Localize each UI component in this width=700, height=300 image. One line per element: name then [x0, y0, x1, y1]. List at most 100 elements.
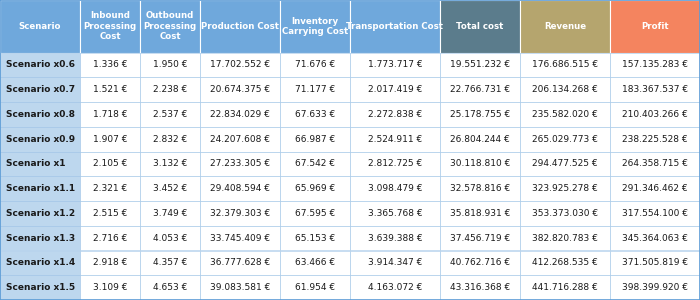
- Text: 3.749 €: 3.749 €: [153, 209, 187, 218]
- Bar: [350, 250, 440, 275]
- Text: 1.950 €: 1.950 €: [153, 60, 187, 69]
- Text: Total cost: Total cost: [456, 22, 504, 31]
- Text: 323.925.278 €: 323.925.278 €: [532, 184, 598, 193]
- Text: 371.505.819 €: 371.505.819 €: [622, 258, 688, 267]
- Bar: [440, 176, 520, 201]
- Text: 3.109 €: 3.109 €: [92, 283, 127, 292]
- Bar: [610, 52, 700, 77]
- Bar: [520, 226, 610, 250]
- Text: Transportation Cost: Transportation Cost: [346, 22, 444, 31]
- Text: 39.083.581 €: 39.083.581 €: [210, 283, 270, 292]
- Bar: [140, 127, 200, 152]
- Text: Scenario x1.1: Scenario x1.1: [6, 184, 75, 193]
- Text: 412.268.535 €: 412.268.535 €: [532, 258, 598, 267]
- Text: 30.118.810 €: 30.118.810 €: [450, 159, 510, 168]
- Bar: [0, 152, 80, 176]
- Text: 66.987 €: 66.987 €: [295, 135, 335, 144]
- Bar: [280, 0, 350, 52]
- Bar: [520, 275, 610, 300]
- Text: 61.954 €: 61.954 €: [295, 283, 335, 292]
- Text: 20.674.375 €: 20.674.375 €: [210, 85, 270, 94]
- Bar: [140, 201, 200, 226]
- Bar: [140, 250, 200, 275]
- Bar: [80, 102, 140, 127]
- Bar: [280, 275, 350, 300]
- Text: 29.408.594 €: 29.408.594 €: [210, 184, 270, 193]
- Text: Scenario x0.9: Scenario x0.9: [6, 135, 75, 144]
- Text: 63.466 €: 63.466 €: [295, 258, 335, 267]
- Text: 2.716 €: 2.716 €: [93, 234, 127, 243]
- Bar: [80, 250, 140, 275]
- Bar: [140, 275, 200, 300]
- Bar: [0, 176, 80, 201]
- Text: 2.537 €: 2.537 €: [153, 110, 187, 119]
- Text: Scenario x0.7: Scenario x0.7: [6, 85, 75, 94]
- Bar: [0, 77, 80, 102]
- Bar: [440, 250, 520, 275]
- Text: 345.364.063 €: 345.364.063 €: [622, 234, 688, 243]
- Bar: [200, 201, 280, 226]
- Text: 2.524.911 €: 2.524.911 €: [368, 135, 422, 144]
- Text: 37.456.719 €: 37.456.719 €: [450, 234, 510, 243]
- Text: 40.762.716 €: 40.762.716 €: [450, 258, 510, 267]
- Text: 2.272.838 €: 2.272.838 €: [368, 110, 422, 119]
- Bar: [610, 127, 700, 152]
- Bar: [520, 102, 610, 127]
- Bar: [440, 77, 520, 102]
- Bar: [200, 176, 280, 201]
- Text: 3.452 €: 3.452 €: [153, 184, 187, 193]
- Bar: [80, 0, 140, 52]
- Bar: [140, 152, 200, 176]
- Bar: [350, 127, 440, 152]
- Text: 43.316.368 €: 43.316.368 €: [450, 283, 510, 292]
- Bar: [200, 275, 280, 300]
- Bar: [280, 152, 350, 176]
- Text: Profit: Profit: [641, 22, 668, 31]
- Bar: [140, 226, 200, 250]
- Bar: [80, 152, 140, 176]
- Text: 26.804.244 €: 26.804.244 €: [450, 135, 510, 144]
- Text: 398.399.920 €: 398.399.920 €: [622, 283, 688, 292]
- Bar: [140, 52, 200, 77]
- Bar: [440, 52, 520, 77]
- Bar: [200, 0, 280, 52]
- Bar: [0, 226, 80, 250]
- Text: Scenario x1: Scenario x1: [6, 159, 65, 168]
- Bar: [520, 77, 610, 102]
- Bar: [440, 152, 520, 176]
- Bar: [0, 52, 80, 77]
- Bar: [440, 226, 520, 250]
- Bar: [280, 201, 350, 226]
- Bar: [280, 52, 350, 77]
- Text: 157.135.283 €: 157.135.283 €: [622, 60, 688, 69]
- Text: 210.403.266 €: 210.403.266 €: [622, 110, 688, 119]
- Text: 176.686.515 €: 176.686.515 €: [532, 60, 598, 69]
- Bar: [280, 127, 350, 152]
- Text: Production Cost: Production Cost: [201, 22, 279, 31]
- Bar: [140, 77, 200, 102]
- Text: 441.716.288 €: 441.716.288 €: [532, 283, 598, 292]
- Bar: [440, 127, 520, 152]
- Text: 2.812.725 €: 2.812.725 €: [368, 159, 422, 168]
- Text: 1.907 €: 1.907 €: [92, 135, 127, 144]
- Bar: [200, 52, 280, 77]
- Text: 1.521 €: 1.521 €: [93, 85, 127, 94]
- Bar: [520, 152, 610, 176]
- Text: 4.653 €: 4.653 €: [153, 283, 187, 292]
- Bar: [140, 102, 200, 127]
- Bar: [80, 176, 140, 201]
- Text: Scenario x0.6: Scenario x0.6: [6, 60, 75, 69]
- Bar: [610, 77, 700, 102]
- Text: 291.346.462 €: 291.346.462 €: [622, 184, 688, 193]
- Text: 33.745.409 €: 33.745.409 €: [210, 234, 270, 243]
- Text: 22.766.731 €: 22.766.731 €: [450, 85, 510, 94]
- Bar: [350, 176, 440, 201]
- Text: Inbound
Processing
Cost: Inbound Processing Cost: [83, 11, 136, 41]
- Text: Scenario x1.2: Scenario x1.2: [6, 209, 75, 218]
- Bar: [610, 201, 700, 226]
- Text: 25.178.755 €: 25.178.755 €: [450, 110, 510, 119]
- Text: 3.098.479 €: 3.098.479 €: [368, 184, 422, 193]
- Bar: [0, 0, 80, 52]
- Bar: [280, 77, 350, 102]
- Text: 67.542 €: 67.542 €: [295, 159, 335, 168]
